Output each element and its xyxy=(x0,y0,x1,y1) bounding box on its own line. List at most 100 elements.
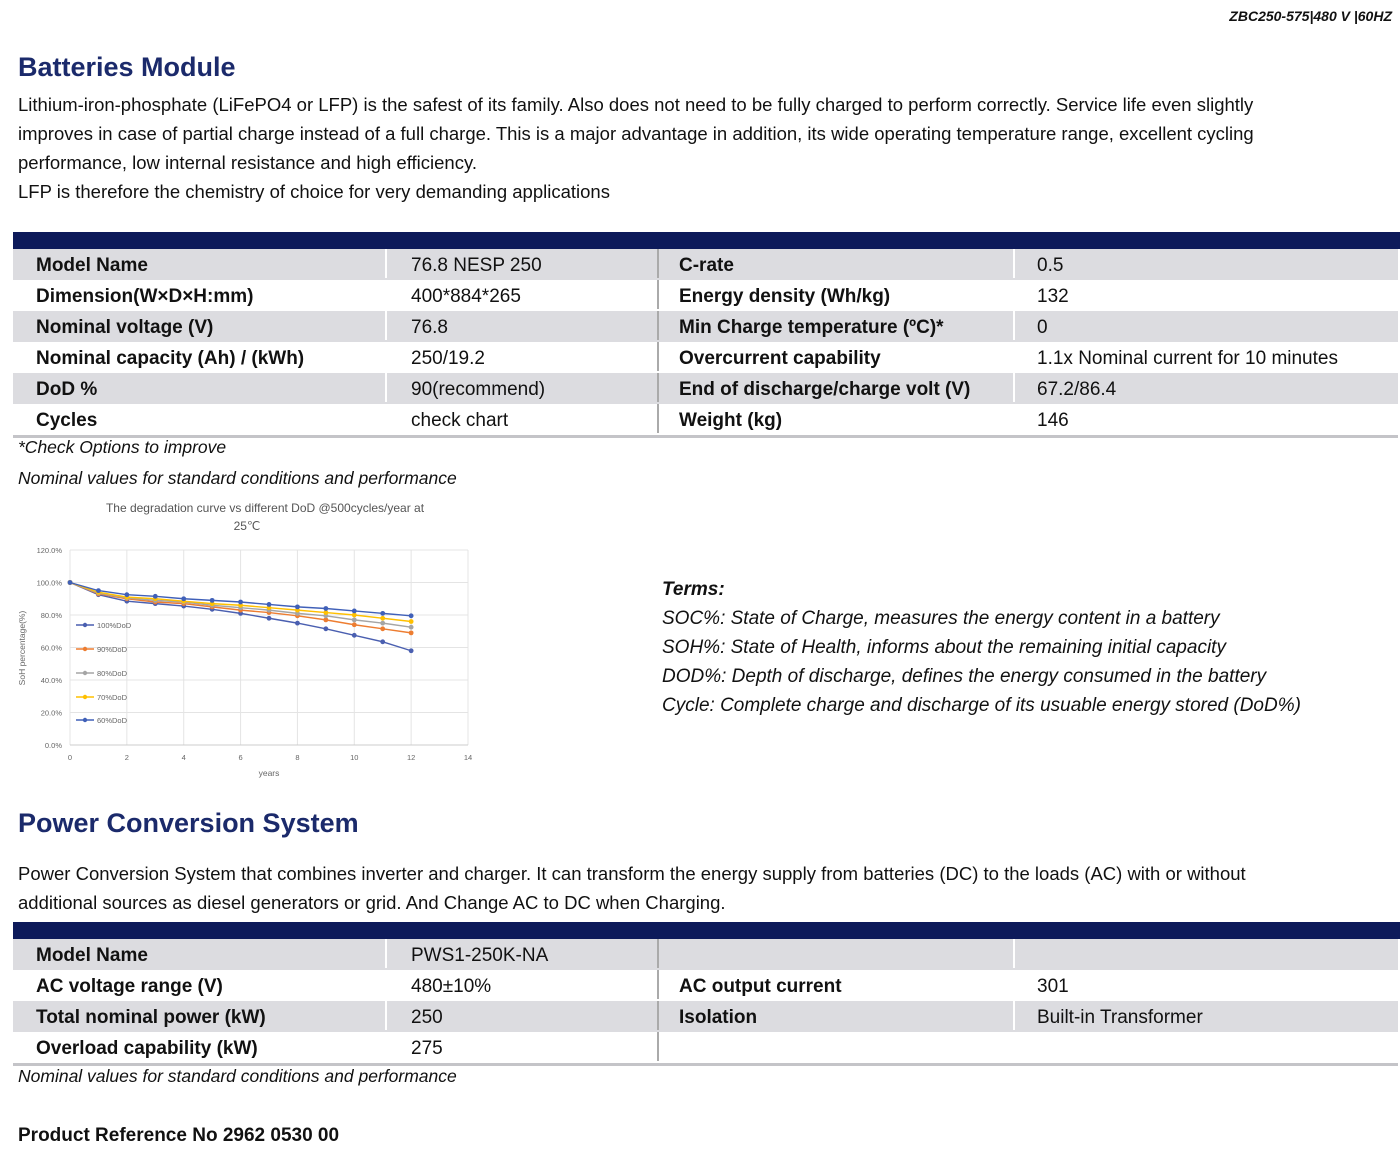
spec-value: 0 xyxy=(1013,311,1398,340)
spec-label: Nominal voltage (V) xyxy=(36,317,214,338)
terms-block: Terms: SOC%: State of Charge, measures t… xyxy=(662,575,1301,720)
y-tick-label: 60.0% xyxy=(41,644,63,653)
data-point xyxy=(351,612,357,618)
y-tick-label: 40.0% xyxy=(41,676,63,685)
table-row: Model Name PWS1-250K-NA xyxy=(13,939,1398,970)
spec-label: Dimension(W×D×H:mm) xyxy=(36,286,254,307)
legend-label: 100%DoD xyxy=(97,621,132,630)
table-header-bar xyxy=(13,232,1400,249)
table-row: DoD % 90(recommend) End of discharge/charg… xyxy=(13,373,1398,404)
table-row: AC voltage range (V) 480±10% AC output cur… xyxy=(13,970,1398,1001)
data-point xyxy=(351,622,357,628)
spec-value: 250/19.2 xyxy=(385,342,657,371)
pcs-description: Power Conversion System that combines in… xyxy=(18,859,1246,917)
spec-value: 90(recommend) xyxy=(385,373,657,402)
spec-label xyxy=(657,939,1013,968)
spec-label: Overcurrent capability xyxy=(657,342,1013,371)
spec-value: 67.2/86.4 xyxy=(1013,373,1398,402)
x-tick-label: 2 xyxy=(125,753,129,762)
chart-title: The degradation curve vs different DoD @… xyxy=(106,501,425,515)
spec-value xyxy=(1013,1032,1398,1061)
para-line: Power Conversion System that combines in… xyxy=(18,863,1246,884)
spec-label: Model Name xyxy=(36,255,148,276)
legend-label: 70%DoD xyxy=(97,693,128,702)
spec-value: Built-in Transformer xyxy=(1013,1001,1398,1030)
spec-value: check chart xyxy=(385,404,657,433)
spec-value: 400*884*265 xyxy=(385,280,657,309)
data-point xyxy=(124,592,130,598)
spec-label: C-rate xyxy=(657,249,1013,278)
para-line: LFP is therefore the chemistry of choice… xyxy=(18,181,610,202)
spec-label: Energy density (Wh/kg) xyxy=(657,280,1013,309)
data-point xyxy=(351,632,357,638)
data-point xyxy=(295,604,300,610)
spec-value: PWS1-250K-NA xyxy=(385,939,657,968)
data-point xyxy=(238,599,243,605)
term-item: Cycle: Complete charge and discharge of … xyxy=(662,695,1301,716)
spec-value: 301 xyxy=(1013,970,1398,999)
document-code: ZBC250-575|480 V |60HZ xyxy=(1229,8,1392,24)
data-point xyxy=(323,626,329,632)
data-point xyxy=(408,613,414,619)
x-tick-label: 0 xyxy=(68,753,72,762)
term-item: DOD%: Depth of discharge, defines the en… xyxy=(662,666,1267,687)
y-tick-label: 0.0% xyxy=(45,741,62,750)
spec-label: Nominal capacity (Ah) / (kWh) xyxy=(36,348,305,369)
spec-label: Weight (kg) xyxy=(657,404,1013,433)
terms-title: Terms: xyxy=(662,579,725,600)
data-point xyxy=(408,648,414,654)
data-point xyxy=(380,615,386,621)
batteries-description: Lithium-iron-phosphate (LiFePO4 or LFP) … xyxy=(18,90,1254,206)
x-tick-label: 8 xyxy=(295,753,299,762)
data-point xyxy=(209,597,215,603)
spec-label xyxy=(657,1032,1013,1061)
data-point xyxy=(408,630,414,636)
data-point xyxy=(380,610,386,616)
spec-value: 480±10% xyxy=(385,970,657,999)
x-tick-label: 6 xyxy=(238,753,242,762)
pcs-note: Nominal values for standard conditions a… xyxy=(18,1066,457,1086)
data-point xyxy=(152,593,158,599)
table-row: Nominal voltage (V) 76.8 Min Charge temper… xyxy=(13,311,1398,342)
chart-title-line2: 25℃ xyxy=(234,519,261,533)
spec-value: 132 xyxy=(1013,280,1398,309)
spec-label: Min Charge temperature (ºC)* xyxy=(657,311,1013,340)
table-row: Model Name 76.8 NESP 250 C-rate 0.5 xyxy=(13,249,1398,280)
x-tick-label: 10 xyxy=(350,753,358,762)
spec-label: Isolation xyxy=(657,1001,1013,1030)
term-item: SOH%: State of Health, informs about the… xyxy=(662,637,1226,658)
legend-label: 80%DoD xyxy=(97,669,128,678)
spec-label: AC voltage range (V) xyxy=(36,976,223,997)
product-reference: Product Reference No 2962 0530 00 xyxy=(18,1125,340,1146)
data-point xyxy=(323,617,329,623)
spec-value: 1.1x Nominal current for 10 minutes xyxy=(1013,342,1398,371)
data-point xyxy=(408,619,414,624)
table-row: Overload capability (kW) 275 xyxy=(13,1032,1398,1063)
spec-value: 275 xyxy=(385,1032,657,1061)
table-row: Nominal capacity (Ah) / (kWh) 250/19.2 Ove… xyxy=(13,342,1398,373)
data-point xyxy=(323,610,329,615)
data-point xyxy=(181,596,187,602)
footnote: *Check Options to improve xyxy=(18,437,227,457)
table-row: Dimension(W×D×H:mm) 400*884*265 Energy den… xyxy=(13,280,1398,311)
spec-label: Cycles xyxy=(36,410,98,431)
x-tick-label: 4 xyxy=(182,753,186,762)
batteries-note: Nominal values for standard conditions a… xyxy=(18,468,457,488)
spec-label: DoD % xyxy=(36,379,98,400)
spec-label: End of discharge/charge volt (V) xyxy=(657,373,1013,402)
spec-label: Model Name xyxy=(36,945,148,966)
y-tick-label: 120.0% xyxy=(37,546,63,555)
data-point xyxy=(266,602,272,607)
legend-label: 90%DoD xyxy=(97,645,128,654)
para-line: additional sources as diesel generators … xyxy=(18,892,726,913)
y-tick-label: 20.0% xyxy=(41,709,63,718)
term-item: SOC%: State of Charge, measures the ener… xyxy=(662,608,1220,629)
legend-marker xyxy=(82,622,88,628)
legend-marker xyxy=(82,646,88,652)
data-point xyxy=(96,588,101,594)
pcs-title: Power Conversion System xyxy=(18,808,359,838)
data-point xyxy=(351,617,357,623)
x-tick-label: 14 xyxy=(464,753,472,762)
y-tick-label: 100.0% xyxy=(37,579,63,588)
pcs-spec-table: Model Name PWS1-250K-NA AC voltage range (… xyxy=(13,939,1398,1066)
